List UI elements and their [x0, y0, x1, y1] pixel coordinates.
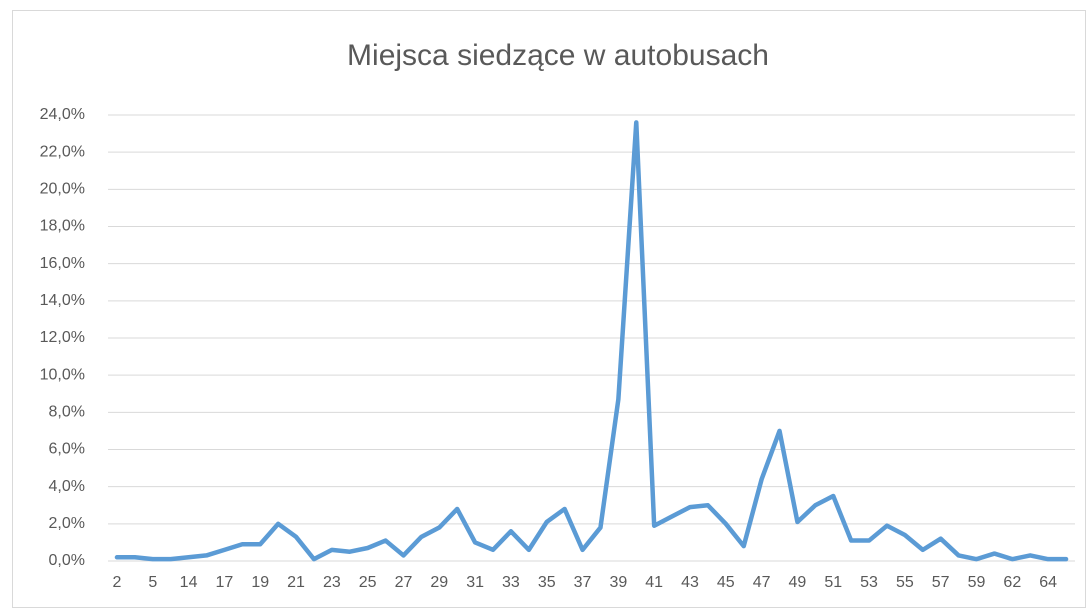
x-tick-label: 64 — [1039, 574, 1057, 591]
x-tick-label: 59 — [968, 574, 986, 591]
x-tick-label: 31 — [466, 574, 484, 591]
y-tick-label: 0,0% — [49, 552, 85, 569]
x-tick-label: 17 — [215, 574, 233, 591]
x-tick-label: 51 — [824, 574, 842, 591]
x-tick-label: 49 — [789, 574, 807, 591]
y-tick-label: 2,0% — [49, 515, 85, 532]
y-tick-label: 18,0% — [40, 218, 85, 235]
y-tick-label: 22,0% — [40, 143, 85, 160]
chart-title: Miejsca siedzące w autobusach — [347, 39, 769, 72]
y-tick-label: 12,0% — [40, 329, 85, 346]
x-tick-label: 5 — [148, 574, 157, 591]
x-tick-label: 19 — [251, 574, 269, 591]
x-tick-label: 57 — [932, 574, 950, 591]
x-tick-label: 62 — [1003, 574, 1021, 591]
x-tick-label: 45 — [717, 574, 735, 591]
x-tick-label: 39 — [609, 574, 627, 591]
y-tick-label: 8,0% — [49, 404, 85, 421]
y-tick-label: 16,0% — [40, 255, 85, 272]
x-tick-label: 29 — [430, 574, 448, 591]
x-tick-label: 47 — [753, 574, 771, 591]
y-tick-label: 6,0% — [49, 441, 85, 458]
x-tick-label: 41 — [645, 574, 663, 591]
x-tick-label: 37 — [574, 574, 592, 591]
y-tick-label: 20,0% — [40, 181, 85, 198]
x-tick-label: 23 — [323, 574, 341, 591]
x-tick-label: 55 — [896, 574, 914, 591]
x-tick-label: 14 — [180, 574, 198, 591]
x-tick-label: 21 — [287, 574, 305, 591]
data-line — [114, 120, 1069, 562]
y-tick-label: 4,0% — [49, 478, 85, 495]
x-tick-label: 53 — [860, 574, 878, 591]
x-tick-label: 25 — [359, 574, 377, 591]
x-tick-label: 35 — [538, 574, 556, 591]
x-tick-label: 2 — [113, 574, 122, 591]
y-tick-label: 24,0% — [40, 106, 85, 123]
x-tick-label: 33 — [502, 574, 520, 591]
x-tick-label: 43 — [681, 574, 699, 591]
y-tick-label: 10,0% — [40, 366, 85, 383]
chart-frame — [12, 10, 1086, 608]
x-tick-label: 27 — [395, 574, 413, 591]
y-tick-label: 14,0% — [40, 292, 85, 309]
